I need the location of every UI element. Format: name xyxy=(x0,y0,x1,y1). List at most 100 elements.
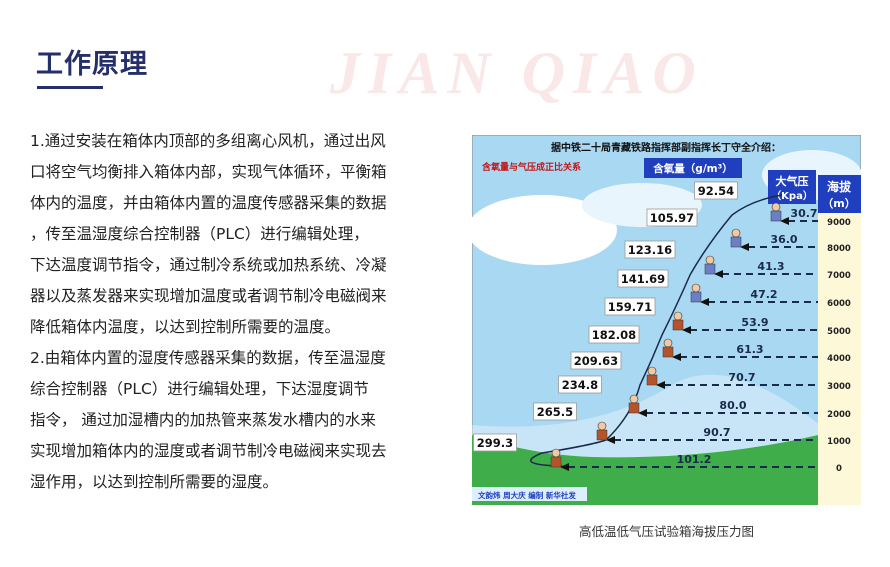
pressure-value: 36.0 xyxy=(770,233,797,246)
figure-heading: 据中铁二十局青藏铁路指挥部副指挥长丁守全介绍： xyxy=(551,141,781,154)
oxygen-value: 182.08 xyxy=(592,328,636,342)
altitude-tick: 3000 xyxy=(827,382,851,392)
oxygen-value-box xyxy=(617,269,669,288)
oxygen-value: 234.8 xyxy=(562,378,598,392)
pressure-value: 30.7 xyxy=(790,207,817,220)
climber-head-icon xyxy=(647,366,657,376)
figure-caption: 高低温低气压试验箱海拔压力图 xyxy=(578,524,754,539)
oxygen-value-box xyxy=(588,325,640,344)
arrow-head-icon xyxy=(780,217,789,225)
pressure-label: 大气压 xyxy=(776,174,809,188)
climber-head-icon xyxy=(731,228,741,238)
arrow-head-icon xyxy=(682,326,691,334)
altitude-header xyxy=(818,175,861,213)
text-line: 1.通过安装在箱体内顶部的多组离心风机，通过出风 xyxy=(30,132,386,150)
figure-subheading: 含氧量与气压成正比关系 xyxy=(481,161,581,173)
climber-body-icon xyxy=(704,263,716,275)
climber-body-icon xyxy=(730,236,742,248)
altitude-tick: 0 xyxy=(836,464,842,474)
text-line: 湿作用，以达到控制所需要的湿度。 xyxy=(30,473,279,491)
text-line: 口将空气均衡排入箱体内部，实现气体循环，平衡箱 xyxy=(30,163,387,181)
oxygen-value-box xyxy=(694,181,738,200)
oxygen-header xyxy=(644,158,742,178)
pressure-value: 47.2 xyxy=(750,288,777,301)
oxygen-value-box xyxy=(624,240,676,259)
oxygen-value-box xyxy=(558,375,602,394)
altitude-tick: 1000 xyxy=(827,437,851,447)
climber-body-icon xyxy=(662,346,674,358)
oxygen-value: 209.63 xyxy=(574,354,618,368)
altitude-tick: 8000 xyxy=(827,244,851,254)
pressure-value: 61.3 xyxy=(736,343,763,356)
pressure-header xyxy=(768,170,816,204)
text-line: ，传至温湿度综合控制器（PLC）进行编辑处理， xyxy=(30,225,369,243)
pressure-unit: （Kpa） xyxy=(771,189,813,202)
pressure-value: 53.9 xyxy=(741,316,768,329)
text-line: 器以及蒸发器来实现增加温度或者调节制冷电磁阀来 xyxy=(30,287,387,305)
climber-head-icon xyxy=(597,421,607,431)
arrow-head-icon xyxy=(560,463,569,471)
altitude-tick: 7000 xyxy=(827,271,851,281)
altitude-tick: 2000 xyxy=(827,410,851,420)
oxygen-value-box xyxy=(533,402,577,421)
altitude-tick: 5000 xyxy=(827,327,851,337)
climber-body-icon xyxy=(646,374,658,386)
oxygen-label: 含氧量（g/m³） xyxy=(653,162,732,175)
text-line: 实现增加箱体内的湿度或者调节制冷电磁阀来实现去 xyxy=(30,442,387,460)
altitude-column xyxy=(818,175,861,505)
altitude-pressure-figure: 海拔 （m） 据中铁二十局青藏铁路指挥部副指挥长丁守全介绍： 含氧量与气压成正比… xyxy=(472,135,861,505)
altitude-unit: （m） xyxy=(822,197,855,210)
climber-body-icon xyxy=(690,291,702,303)
altitude-tick: 6000 xyxy=(827,299,851,309)
oxygen-value: 92.54 xyxy=(698,184,734,198)
oxygen-value: 105.97 xyxy=(650,211,694,225)
arrow-head-icon xyxy=(656,381,665,389)
climber-head-icon xyxy=(629,394,639,404)
climber-head-icon xyxy=(551,448,561,458)
text-line: 下达温度调节指令，通过制冷系统或加热系统、冷凝 xyxy=(30,256,387,274)
climber-body-icon xyxy=(770,210,782,222)
text-line: 综合控制器（PLC）进行编辑处理，下达湿度调节 xyxy=(30,380,369,398)
arrow-head-icon xyxy=(638,409,647,417)
text-line: 指令， 通过加湿槽内的加热管来蒸发水槽内的水来 xyxy=(30,411,376,429)
pressure-value: 90.7 xyxy=(703,426,730,439)
arrow-head-icon xyxy=(672,353,681,361)
oxygen-value: 299.3 xyxy=(477,436,513,450)
oxygen-value: 123.16 xyxy=(628,243,672,257)
oxygen-value: 159.71 xyxy=(608,300,652,314)
page-title: 工作原理 xyxy=(36,49,148,80)
pressure-value: 41.3 xyxy=(757,260,784,273)
watermark: JIAN QIAO xyxy=(330,40,704,106)
pressure-value: 101.2 xyxy=(677,453,712,466)
oxygen-value-box xyxy=(646,208,698,227)
text-line: 降低箱体内温度，以达到控制所需要的温度。 xyxy=(30,318,341,336)
text-line: 2.由箱体内置的湿度传感器采集的数据，传至温湿度 xyxy=(30,349,386,367)
cloud xyxy=(472,195,617,265)
oxygen-value-box xyxy=(473,433,517,452)
climber-head-icon xyxy=(663,338,673,348)
title-underline xyxy=(37,86,103,89)
arrow-head-icon xyxy=(700,298,709,306)
arrow-head-icon xyxy=(740,243,749,251)
altitude-tick: 9000 xyxy=(827,218,851,228)
text-line: 体内的温度，并由箱体内置的温度传感器采集的数据 xyxy=(30,194,387,212)
oxygen-value-box xyxy=(570,351,622,370)
climber-head-icon xyxy=(673,311,683,321)
altitude-label: 海拔 xyxy=(827,179,852,194)
credit-text: 文韵炜 周大庆 编制 新华社发 xyxy=(478,490,576,500)
climber-head-icon xyxy=(691,283,701,293)
altitude-tick: 4000 xyxy=(827,354,851,364)
arrow-head-icon xyxy=(606,436,615,444)
climber-head-icon xyxy=(705,255,715,265)
credit-box xyxy=(472,487,587,501)
pressure-value: 70.7 xyxy=(728,371,755,384)
climber-body-icon xyxy=(628,402,640,414)
pressure-value: 80.0 xyxy=(719,399,746,412)
oxygen-value: 265.5 xyxy=(537,405,573,419)
climber-head-icon xyxy=(771,202,781,212)
oxygen-value-box xyxy=(604,297,656,316)
arrow-head-icon xyxy=(714,270,723,278)
oxygen-value: 141.69 xyxy=(621,272,665,286)
climber-body-icon xyxy=(550,456,562,468)
climber-body-icon xyxy=(672,319,684,331)
